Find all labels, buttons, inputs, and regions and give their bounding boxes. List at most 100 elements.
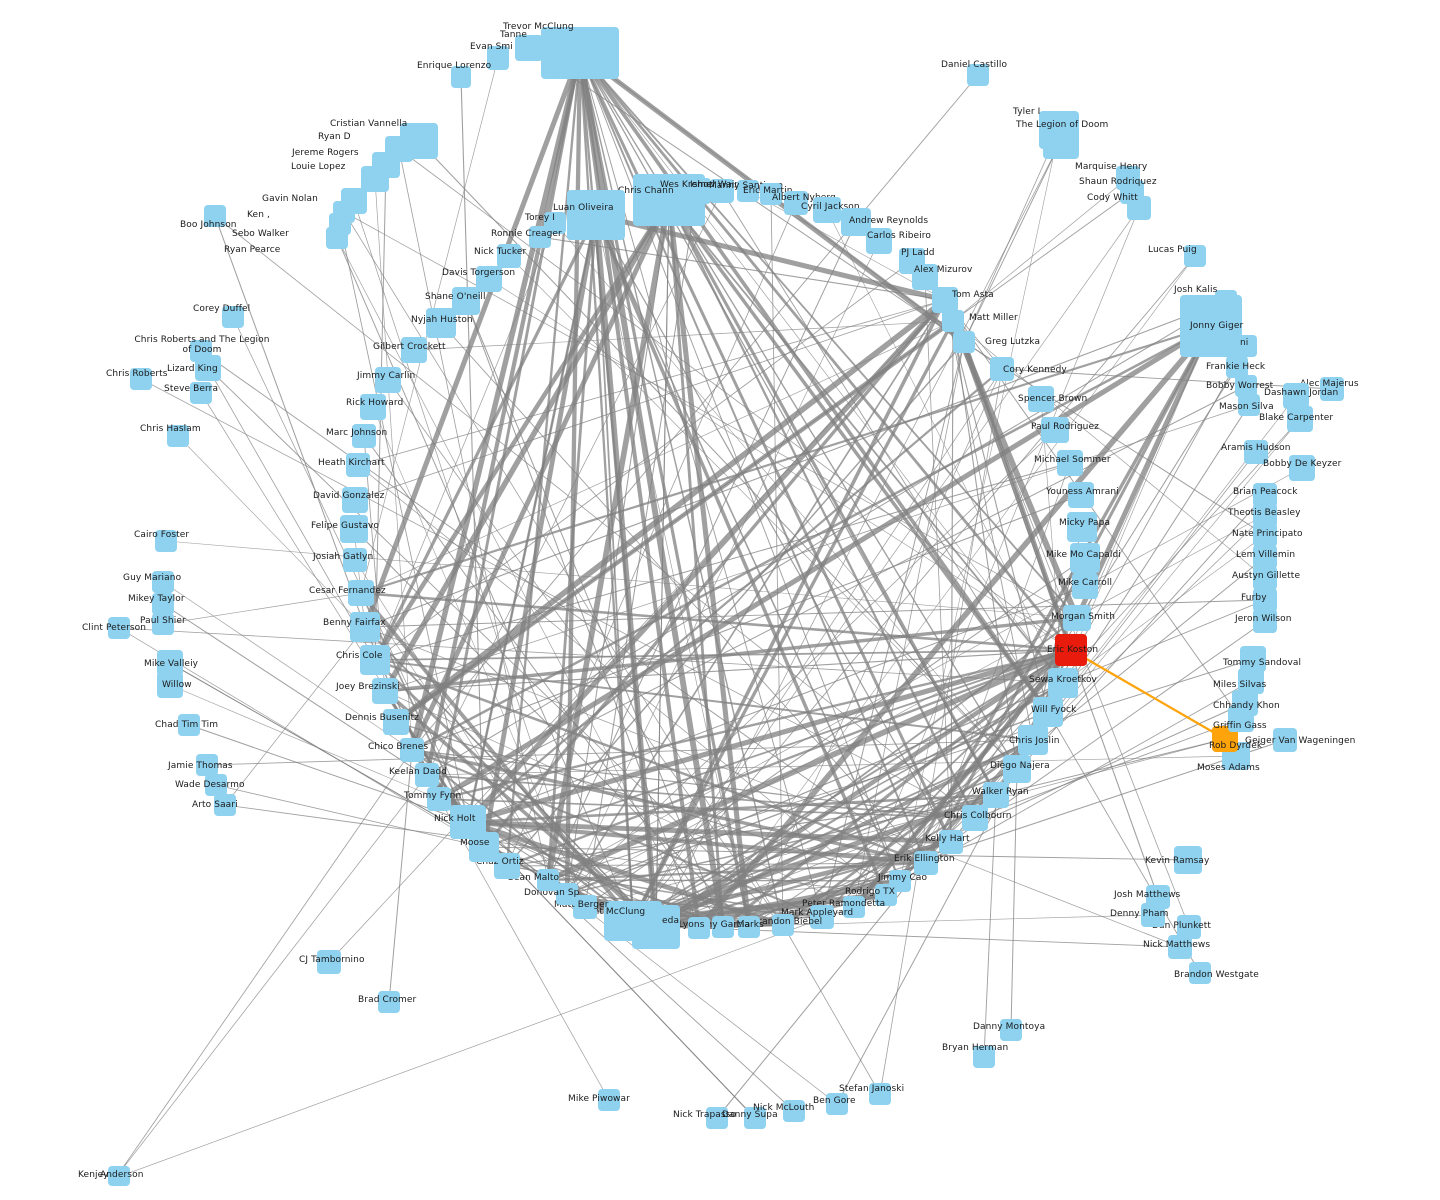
graph-node[interactable] (426, 308, 456, 338)
graph-node[interactable] (361, 166, 389, 192)
graph-node[interactable] (346, 453, 370, 477)
graph-node[interactable] (953, 331, 975, 353)
graph-node[interactable] (487, 46, 509, 70)
graph-node[interactable] (1253, 609, 1277, 633)
graph-node[interactable] (190, 382, 212, 404)
graph-node[interactable] (205, 774, 227, 796)
graph-node[interactable] (683, 178, 711, 204)
graph-node[interactable] (152, 613, 174, 635)
graph-node[interactable] (1232, 690, 1258, 716)
graph-node[interactable] (744, 1107, 766, 1129)
graph-node[interactable] (939, 830, 963, 854)
graph-node[interactable] (1168, 935, 1192, 959)
graph-node[interactable] (157, 672, 183, 698)
graph-node[interactable] (1273, 728, 1297, 752)
graph-node[interactable] (869, 1083, 891, 1105)
graph-node[interactable] (541, 27, 619, 79)
graph-node[interactable] (352, 424, 376, 448)
graph-node[interactable] (556, 883, 578, 905)
graph-node[interactable] (810, 905, 834, 929)
graph-node[interactable] (401, 337, 427, 363)
graph-node[interactable] (1048, 668, 1078, 698)
graph-node[interactable] (1235, 375, 1257, 397)
graph-node[interactable] (326, 227, 348, 249)
graph-node[interactable] (1043, 123, 1079, 159)
graph-node[interactable] (973, 1046, 995, 1068)
graph-node[interactable] (360, 394, 386, 420)
graph-node[interactable] (204, 205, 226, 227)
graph-node[interactable] (1000, 1019, 1022, 1041)
graph-node[interactable] (1253, 588, 1277, 612)
graph-node[interactable] (1235, 335, 1257, 357)
graph-node[interactable] (350, 612, 380, 642)
graph-node[interactable] (866, 228, 892, 254)
graph-node[interactable] (152, 571, 174, 593)
graph-node[interactable] (598, 1089, 620, 1111)
graph-node[interactable] (343, 548, 367, 572)
graph-node[interactable] (130, 368, 152, 390)
graph-node[interactable] (990, 357, 1014, 381)
graph-node[interactable] (843, 896, 865, 918)
graph-node[interactable] (875, 884, 897, 906)
graph-node[interactable] (1238, 394, 1260, 416)
graph-node[interactable] (1253, 566, 1277, 590)
graph-node[interactable] (932, 287, 958, 313)
graph-node[interactable] (1067, 512, 1097, 542)
graph-node[interactable] (340, 515, 368, 543)
graph-node[interactable] (1184, 245, 1206, 267)
graph-node[interactable] (1253, 523, 1277, 547)
graph-node[interactable] (476, 266, 502, 292)
graph-node[interactable] (912, 264, 938, 290)
graph-node[interactable] (1003, 755, 1031, 783)
graph-node[interactable] (1070, 543, 1100, 573)
graph-node[interactable] (452, 287, 480, 315)
graph-node[interactable] (222, 306, 244, 328)
graph-node[interactable] (1177, 915, 1201, 939)
graph-node[interactable] (152, 593, 174, 615)
graph-node[interactable] (196, 754, 218, 776)
graph-node[interactable] (427, 787, 451, 811)
graph-node[interactable] (167, 425, 189, 447)
graph-node[interactable] (450, 805, 486, 839)
graph-node[interactable] (378, 991, 400, 1013)
graph-node[interactable] (1041, 417, 1069, 443)
graph-node[interactable] (537, 869, 559, 891)
graph-node[interactable] (706, 1107, 728, 1129)
graph-node[interactable] (348, 580, 374, 606)
graph-node[interactable] (983, 782, 1009, 808)
graph-node[interactable] (1240, 646, 1266, 672)
graph-node[interactable] (1320, 377, 1344, 401)
graph-node[interactable] (737, 180, 759, 202)
graph-node[interactable] (1033, 697, 1063, 727)
graph-node[interactable] (383, 709, 409, 735)
graph-node[interactable] (415, 763, 439, 787)
graph-node[interactable] (157, 650, 183, 676)
graph-node[interactable] (1283, 383, 1309, 409)
graph-node[interactable] (1287, 406, 1313, 432)
graph-node[interactable] (451, 66, 471, 88)
graph-node[interactable] (967, 64, 989, 86)
graph-node[interactable] (604, 901, 662, 941)
graph-node[interactable] (962, 805, 988, 831)
graph-node[interactable] (1068, 482, 1094, 508)
graph-node[interactable] (1055, 634, 1087, 666)
graph-node[interactable] (108, 617, 130, 639)
graph-node[interactable] (1146, 885, 1170, 909)
graph-node[interactable] (1018, 725, 1048, 755)
graph-node[interactable] (112, 1166, 130, 1186)
graph-node[interactable] (826, 1093, 848, 1115)
graph-node[interactable] (400, 738, 424, 762)
graph-node[interactable] (155, 530, 177, 552)
graph-node[interactable] (738, 916, 760, 938)
graph-node[interactable] (317, 950, 341, 974)
graph-node[interactable] (1189, 962, 1211, 984)
graph-node[interactable] (914, 851, 938, 875)
graph-node[interactable] (178, 714, 200, 736)
graph-node[interactable] (783, 1100, 805, 1122)
graph-node[interactable] (1174, 846, 1202, 874)
graph-node[interactable] (515, 35, 543, 61)
graph-node[interactable] (1244, 440, 1268, 464)
graph-node[interactable] (760, 183, 782, 205)
graph-node[interactable] (1226, 356, 1248, 378)
